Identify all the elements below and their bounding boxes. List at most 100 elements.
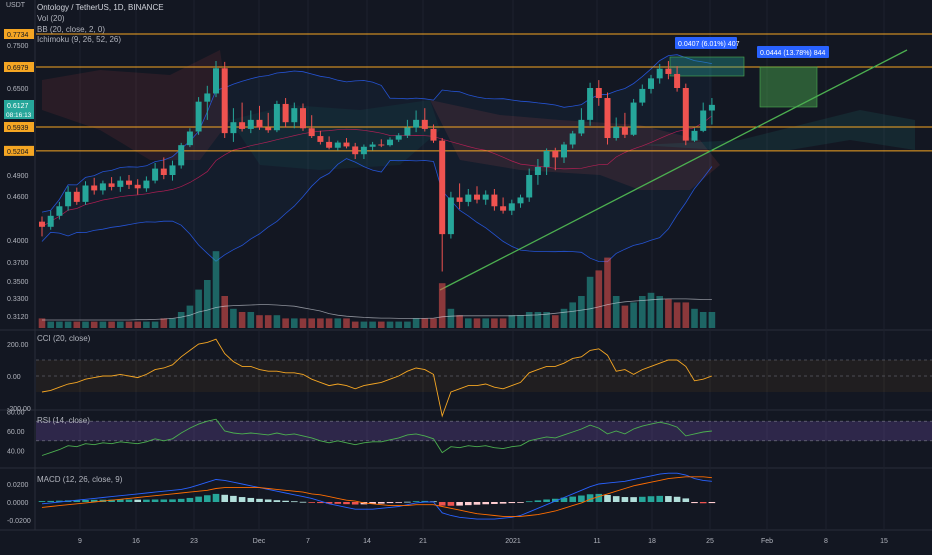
candle xyxy=(708,98,715,125)
macd-histogram-bar xyxy=(656,495,663,502)
rsi-tick-label: 60.00 xyxy=(7,429,25,436)
candle-body xyxy=(378,144,385,146)
candle xyxy=(621,112,628,139)
candle xyxy=(247,110,254,134)
candle-body xyxy=(700,110,707,131)
cci-legend[interactable]: CCI (20, close) xyxy=(37,334,91,343)
macd-histogram-bar xyxy=(282,500,289,502)
macd-histogram-bar xyxy=(499,502,507,504)
volume-bar xyxy=(378,321,385,328)
candle-body xyxy=(491,194,498,207)
macd-histogram-bar xyxy=(699,502,707,504)
candle-body xyxy=(447,197,454,235)
volume-bar xyxy=(647,292,655,328)
volume-bar xyxy=(691,308,698,328)
volume-bar xyxy=(64,321,72,328)
volume-bar xyxy=(699,312,707,328)
ichimoku-legend[interactable]: Ichimoku (9, 26, 52, 26) xyxy=(37,35,122,44)
macd-histogram-bar xyxy=(308,502,315,503)
candle-body xyxy=(543,151,550,167)
candle xyxy=(395,133,402,142)
macd-pane xyxy=(38,472,716,520)
macd-histogram-bar xyxy=(151,499,159,502)
macd-histogram-bar xyxy=(378,502,385,504)
candle xyxy=(291,102,298,129)
grid-lines xyxy=(0,0,932,531)
candle-body xyxy=(334,142,341,148)
volume-bar xyxy=(273,315,281,328)
volume-bar xyxy=(438,283,446,328)
candle-body xyxy=(47,215,54,227)
time-tick-label: 25 xyxy=(706,538,714,545)
price-tick-label: 0.4600 xyxy=(7,194,29,201)
time-tick-label: Dec xyxy=(253,538,266,545)
candle-body xyxy=(569,133,576,145)
time-tick-label: 14 xyxy=(363,538,371,545)
macd-histogram-bar xyxy=(90,499,98,502)
price-tag-level-1-bg xyxy=(4,29,34,39)
candle xyxy=(282,98,289,128)
candle-body xyxy=(456,197,463,202)
volume-bar xyxy=(682,302,690,328)
candle-body xyxy=(630,102,637,135)
rsi-tick-label: 40.00 xyxy=(7,449,25,456)
volume-bar xyxy=(82,321,89,328)
countdown-label: 08:16:13 xyxy=(6,112,32,119)
candle xyxy=(326,136,333,150)
candle-body xyxy=(674,73,681,88)
candle-body xyxy=(186,131,193,146)
rsi-legend[interactable]: RSI (14, close) xyxy=(37,416,90,425)
volume-bar xyxy=(160,318,168,328)
candle xyxy=(430,124,437,143)
volume-bar xyxy=(325,318,333,328)
volume-bar xyxy=(204,280,211,328)
price-tick-label: 0.7500 xyxy=(7,43,29,50)
candle-body xyxy=(639,88,646,103)
time-tick-label: 23 xyxy=(190,538,198,545)
bb-legend[interactable]: BB (20, close, 2, 0) xyxy=(37,25,106,34)
candle xyxy=(143,176,150,192)
macd-legend[interactable]: MACD (12, 26, close, 9) xyxy=(37,475,123,484)
volume-bar xyxy=(317,318,324,328)
candle xyxy=(552,147,559,171)
volume-bar xyxy=(247,312,255,328)
volume-bar xyxy=(212,251,220,328)
macd-histogram-bar xyxy=(47,500,54,502)
candle-body xyxy=(534,167,541,175)
candle xyxy=(369,141,376,151)
candle xyxy=(604,92,611,145)
macd-histogram-bar xyxy=(117,499,124,502)
candle xyxy=(587,82,594,126)
candle xyxy=(56,201,63,220)
trend-line[interactable] xyxy=(439,49,908,291)
candle-body xyxy=(117,180,124,187)
price-tick-label: 0.3120 xyxy=(7,314,29,321)
candle xyxy=(465,189,472,207)
macd-histogram-bar xyxy=(143,499,150,502)
time-axis[interactable]: 9 16 23 Dec 7 14 21 2021 11 18 25 Feb 8 15 xyxy=(78,538,888,545)
target-boxes[interactable]: 0.0407 (6.01%) 407 0.0444 (13.78%) 844 xyxy=(669,37,829,108)
candle-body xyxy=(587,88,594,120)
macd-histogram-bar xyxy=(438,502,446,506)
candle xyxy=(421,108,428,132)
symbol-title[interactable]: Ontology / TetherUS, 1D, BINANCE xyxy=(37,3,164,12)
macd-histogram-bar xyxy=(595,493,603,502)
macd-histogram-bar xyxy=(221,494,228,502)
horizontal-levels[interactable] xyxy=(36,33,932,152)
macd-histogram-bar xyxy=(665,496,672,502)
macd-histogram-bar xyxy=(578,495,585,502)
volume-bar xyxy=(395,321,402,328)
candle xyxy=(134,179,141,195)
price-axis[interactable]: 0.75000.65000.52000.49000.46000.40000.37… xyxy=(7,43,31,525)
macd-histogram-bar xyxy=(177,498,185,502)
candle-body xyxy=(204,93,211,102)
candle xyxy=(91,177,98,195)
volume-legend[interactable]: Vol (20) xyxy=(37,14,65,23)
candle xyxy=(352,142,359,159)
candle xyxy=(674,66,681,92)
volume-bar xyxy=(38,318,46,328)
price-tick-label: 0.4000 xyxy=(7,238,29,245)
cci-tick-label: 0.00 xyxy=(7,374,21,381)
candle-body xyxy=(65,191,72,207)
